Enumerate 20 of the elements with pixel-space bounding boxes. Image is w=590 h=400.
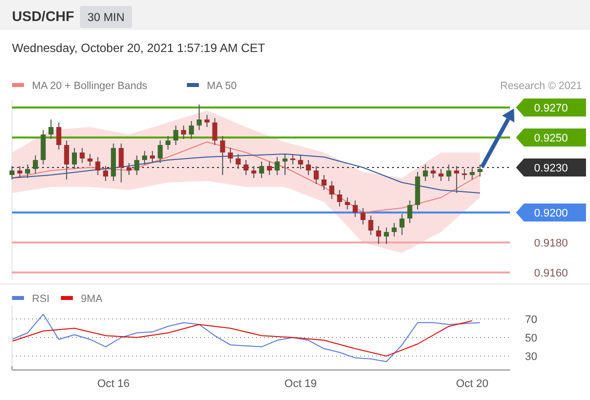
y-tick-label: 50 xyxy=(525,332,538,344)
chart-subtitle: Wednesday, October 20, 2021 1:57:19 AM CET xyxy=(12,41,266,55)
y-tick-label: 70 xyxy=(525,314,538,326)
text: Research © 2021 xyxy=(500,80,582,92)
text: 30 MIN xyxy=(87,12,125,24)
legend-label: MA 20 + Bollinger Bands xyxy=(32,80,148,92)
y-tick-label: 0.9270 xyxy=(534,102,568,114)
y-tick-label: 30 xyxy=(525,351,538,364)
chart-title: USD/CHF xyxy=(12,8,75,24)
legend-label: RSI xyxy=(32,293,50,305)
y-tick-label: 0.9200 xyxy=(534,208,568,220)
x-tick-label: Oct 16 xyxy=(97,378,130,390)
x-tick-label: Oct 19 xyxy=(284,378,317,390)
x-tick-label: Oct 20 xyxy=(456,378,488,390)
y-tick-label: 0.9250 xyxy=(534,132,568,144)
legend-label: 9MA xyxy=(80,293,102,305)
y-tick-label: 0.9230 xyxy=(534,162,568,174)
y-tick-label: 0.9180 xyxy=(534,238,568,250)
legend-label: MA 50 xyxy=(206,80,237,92)
y-tick-label: 0.9160 xyxy=(534,268,568,280)
